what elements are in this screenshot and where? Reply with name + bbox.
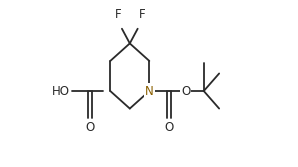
Text: O: O (181, 85, 190, 98)
Text: O: O (86, 121, 95, 134)
Text: HO: HO (52, 85, 71, 98)
Text: HO: HO (52, 85, 70, 98)
Text: O: O (164, 121, 174, 134)
Text: O: O (86, 120, 95, 133)
Text: O: O (164, 120, 174, 133)
Text: N: N (145, 85, 154, 98)
Text: F: F (114, 8, 121, 21)
Text: F: F (139, 8, 145, 21)
Text: O: O (181, 85, 190, 98)
Text: N: N (145, 85, 154, 98)
Text: F: F (139, 8, 146, 21)
Text: F: F (114, 8, 121, 21)
